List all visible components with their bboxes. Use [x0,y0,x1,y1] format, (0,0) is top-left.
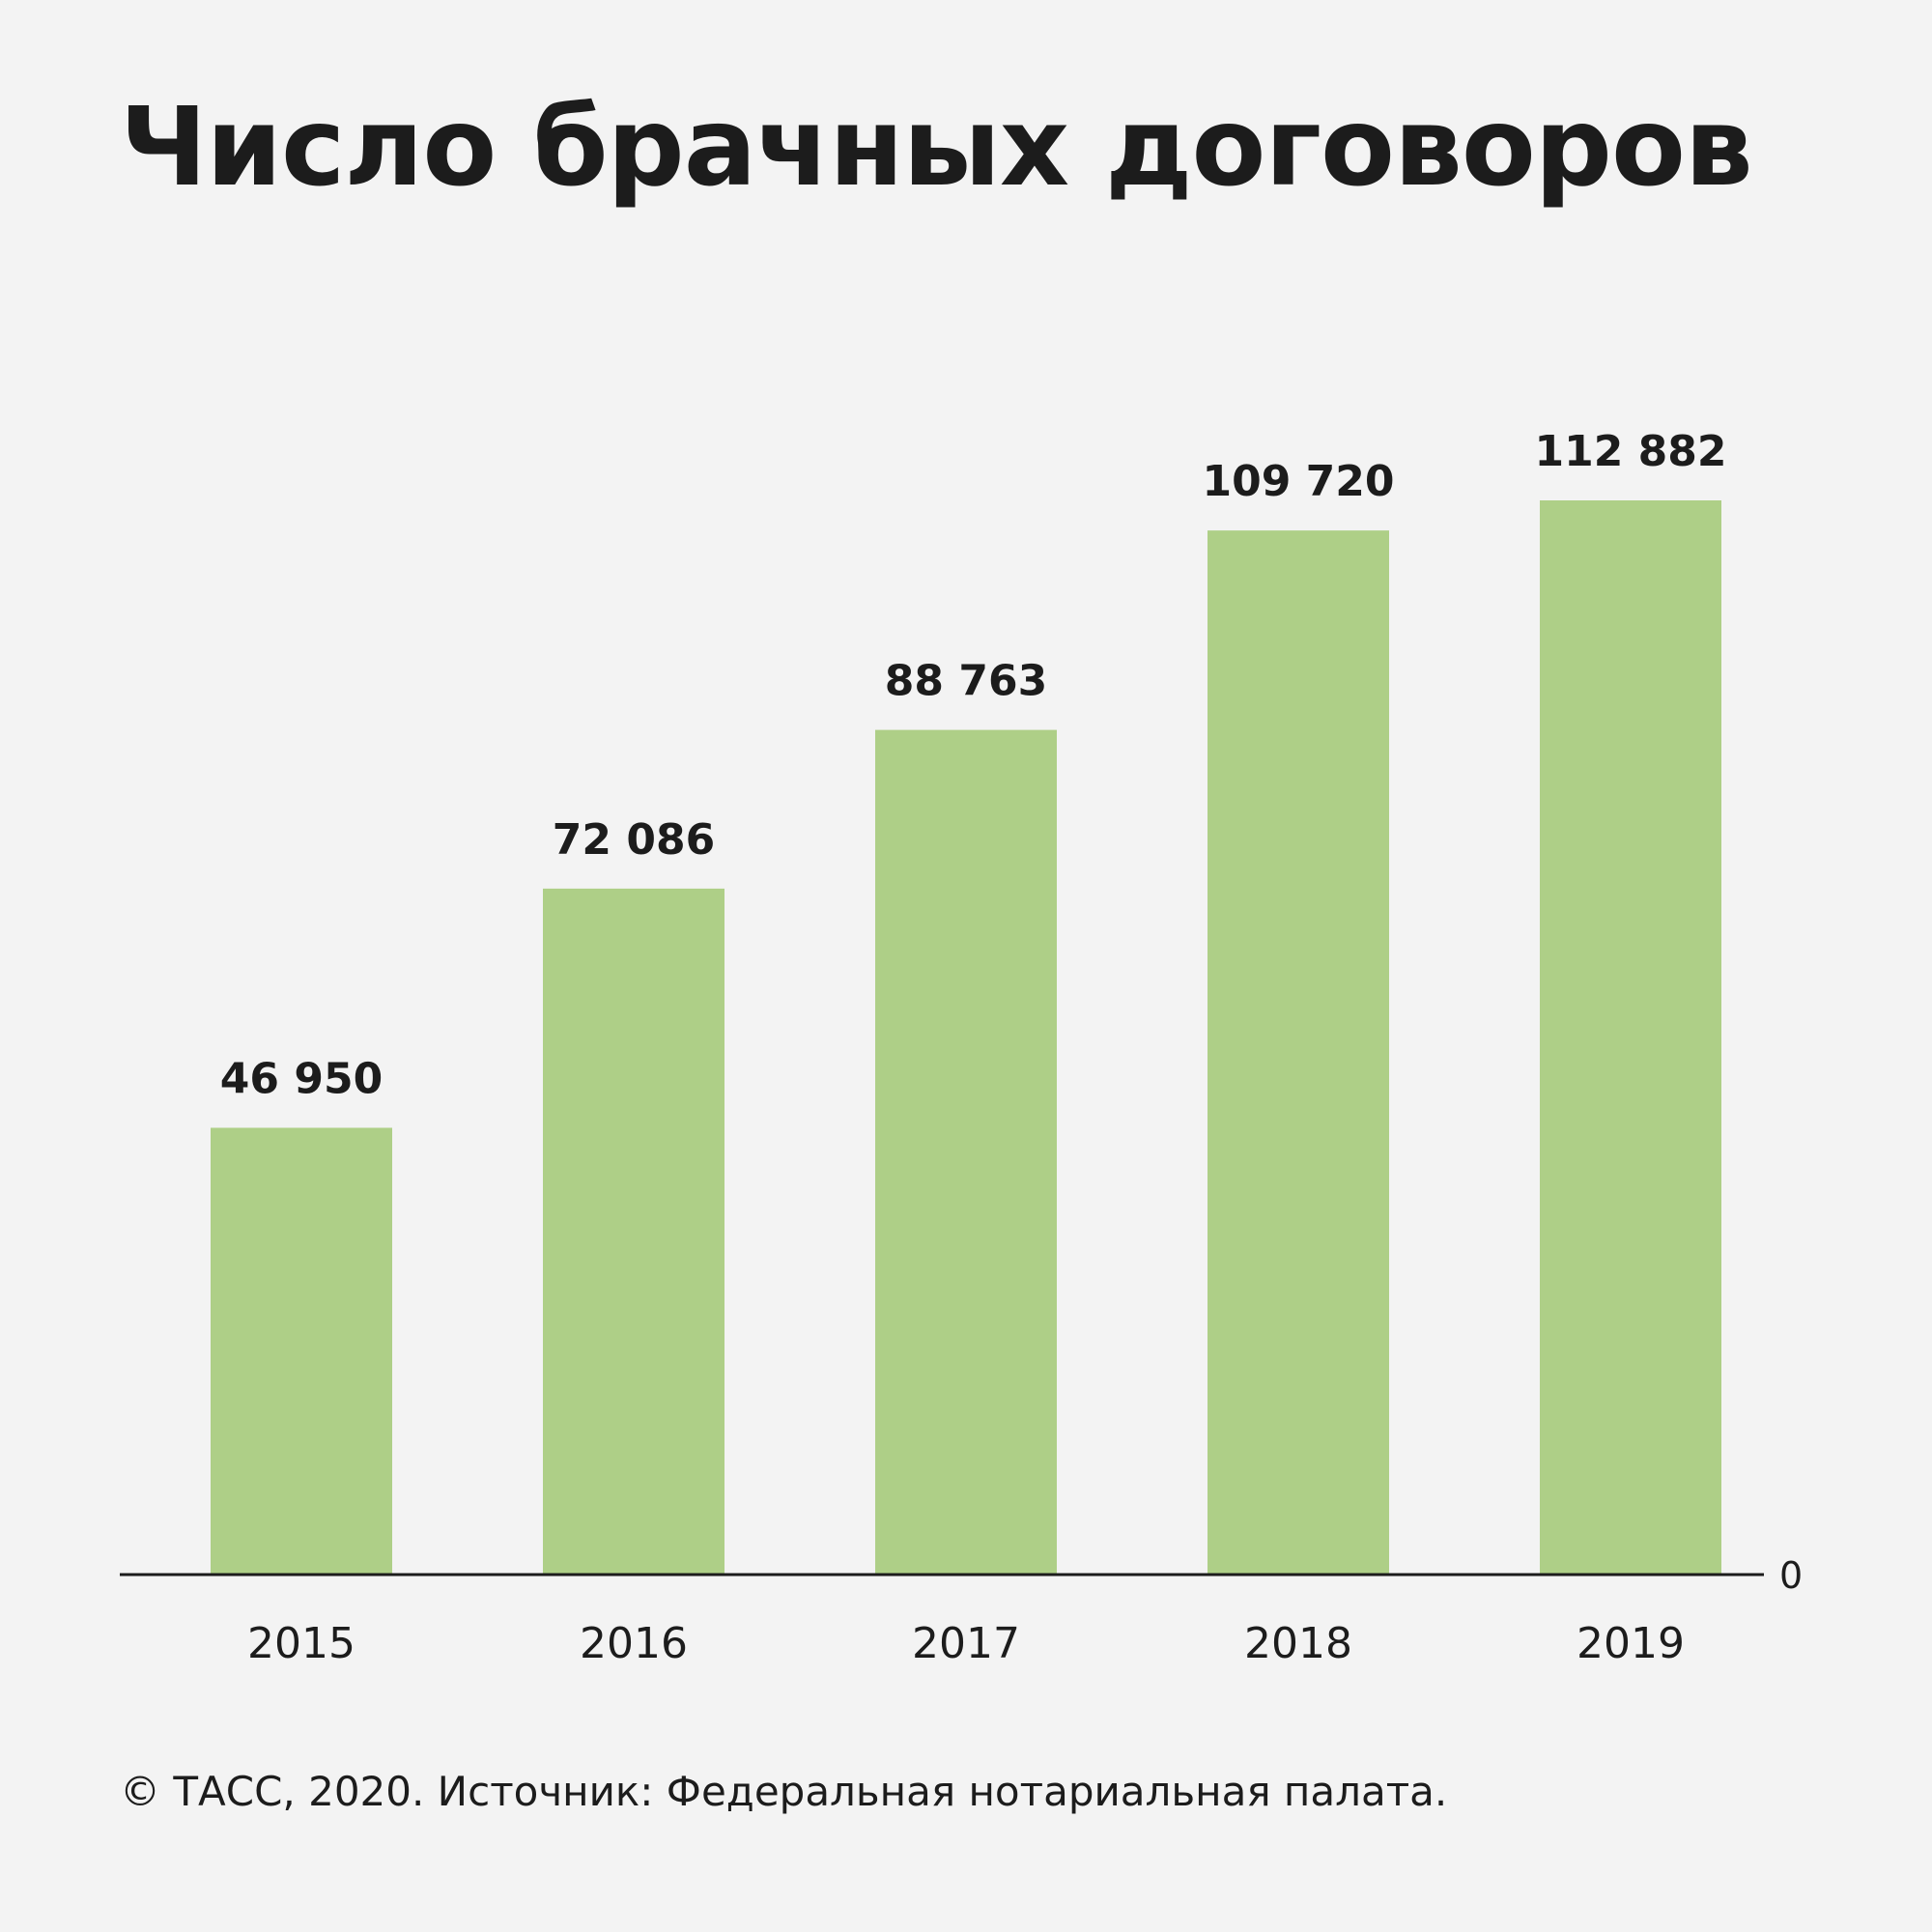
value-labels-group: 46 950 72 086 88 763 109 720 112 882 [220,427,1727,1103]
value-label-2018: 109 720 [1202,457,1394,506]
x-tick-label-2016: 2016 [580,1619,688,1668]
x-tick-label-2015: 2015 [247,1619,355,1668]
value-label-2016: 72 086 [553,815,715,865]
bar-2017 [875,729,1057,1575]
x-tick-label-2017: 2017 [912,1619,1020,1668]
bars-group [211,500,1721,1575]
bar-2018 [1208,530,1389,1575]
bar-2015 [211,1127,392,1575]
chart-title: Число брачных договоров [120,85,1753,211]
bar-2019 [1540,500,1721,1575]
x-tick-labels-group: 2015 2016 2017 2018 2019 [247,1619,1685,1668]
bar-2016 [543,888,724,1575]
value-label-2015: 46 950 [220,1054,383,1103]
source-note: © ТАСС, 2020. Источник: Федеральная нота… [120,1768,1448,1815]
x-tick-label-2018: 2018 [1244,1619,1352,1668]
x-tick-label-2019: 2019 [1577,1619,1685,1668]
value-label-2017: 88 763 [885,657,1047,706]
y-tick-label-zero: 0 [1779,1554,1803,1597]
value-label-2019: 112 882 [1534,427,1726,476]
